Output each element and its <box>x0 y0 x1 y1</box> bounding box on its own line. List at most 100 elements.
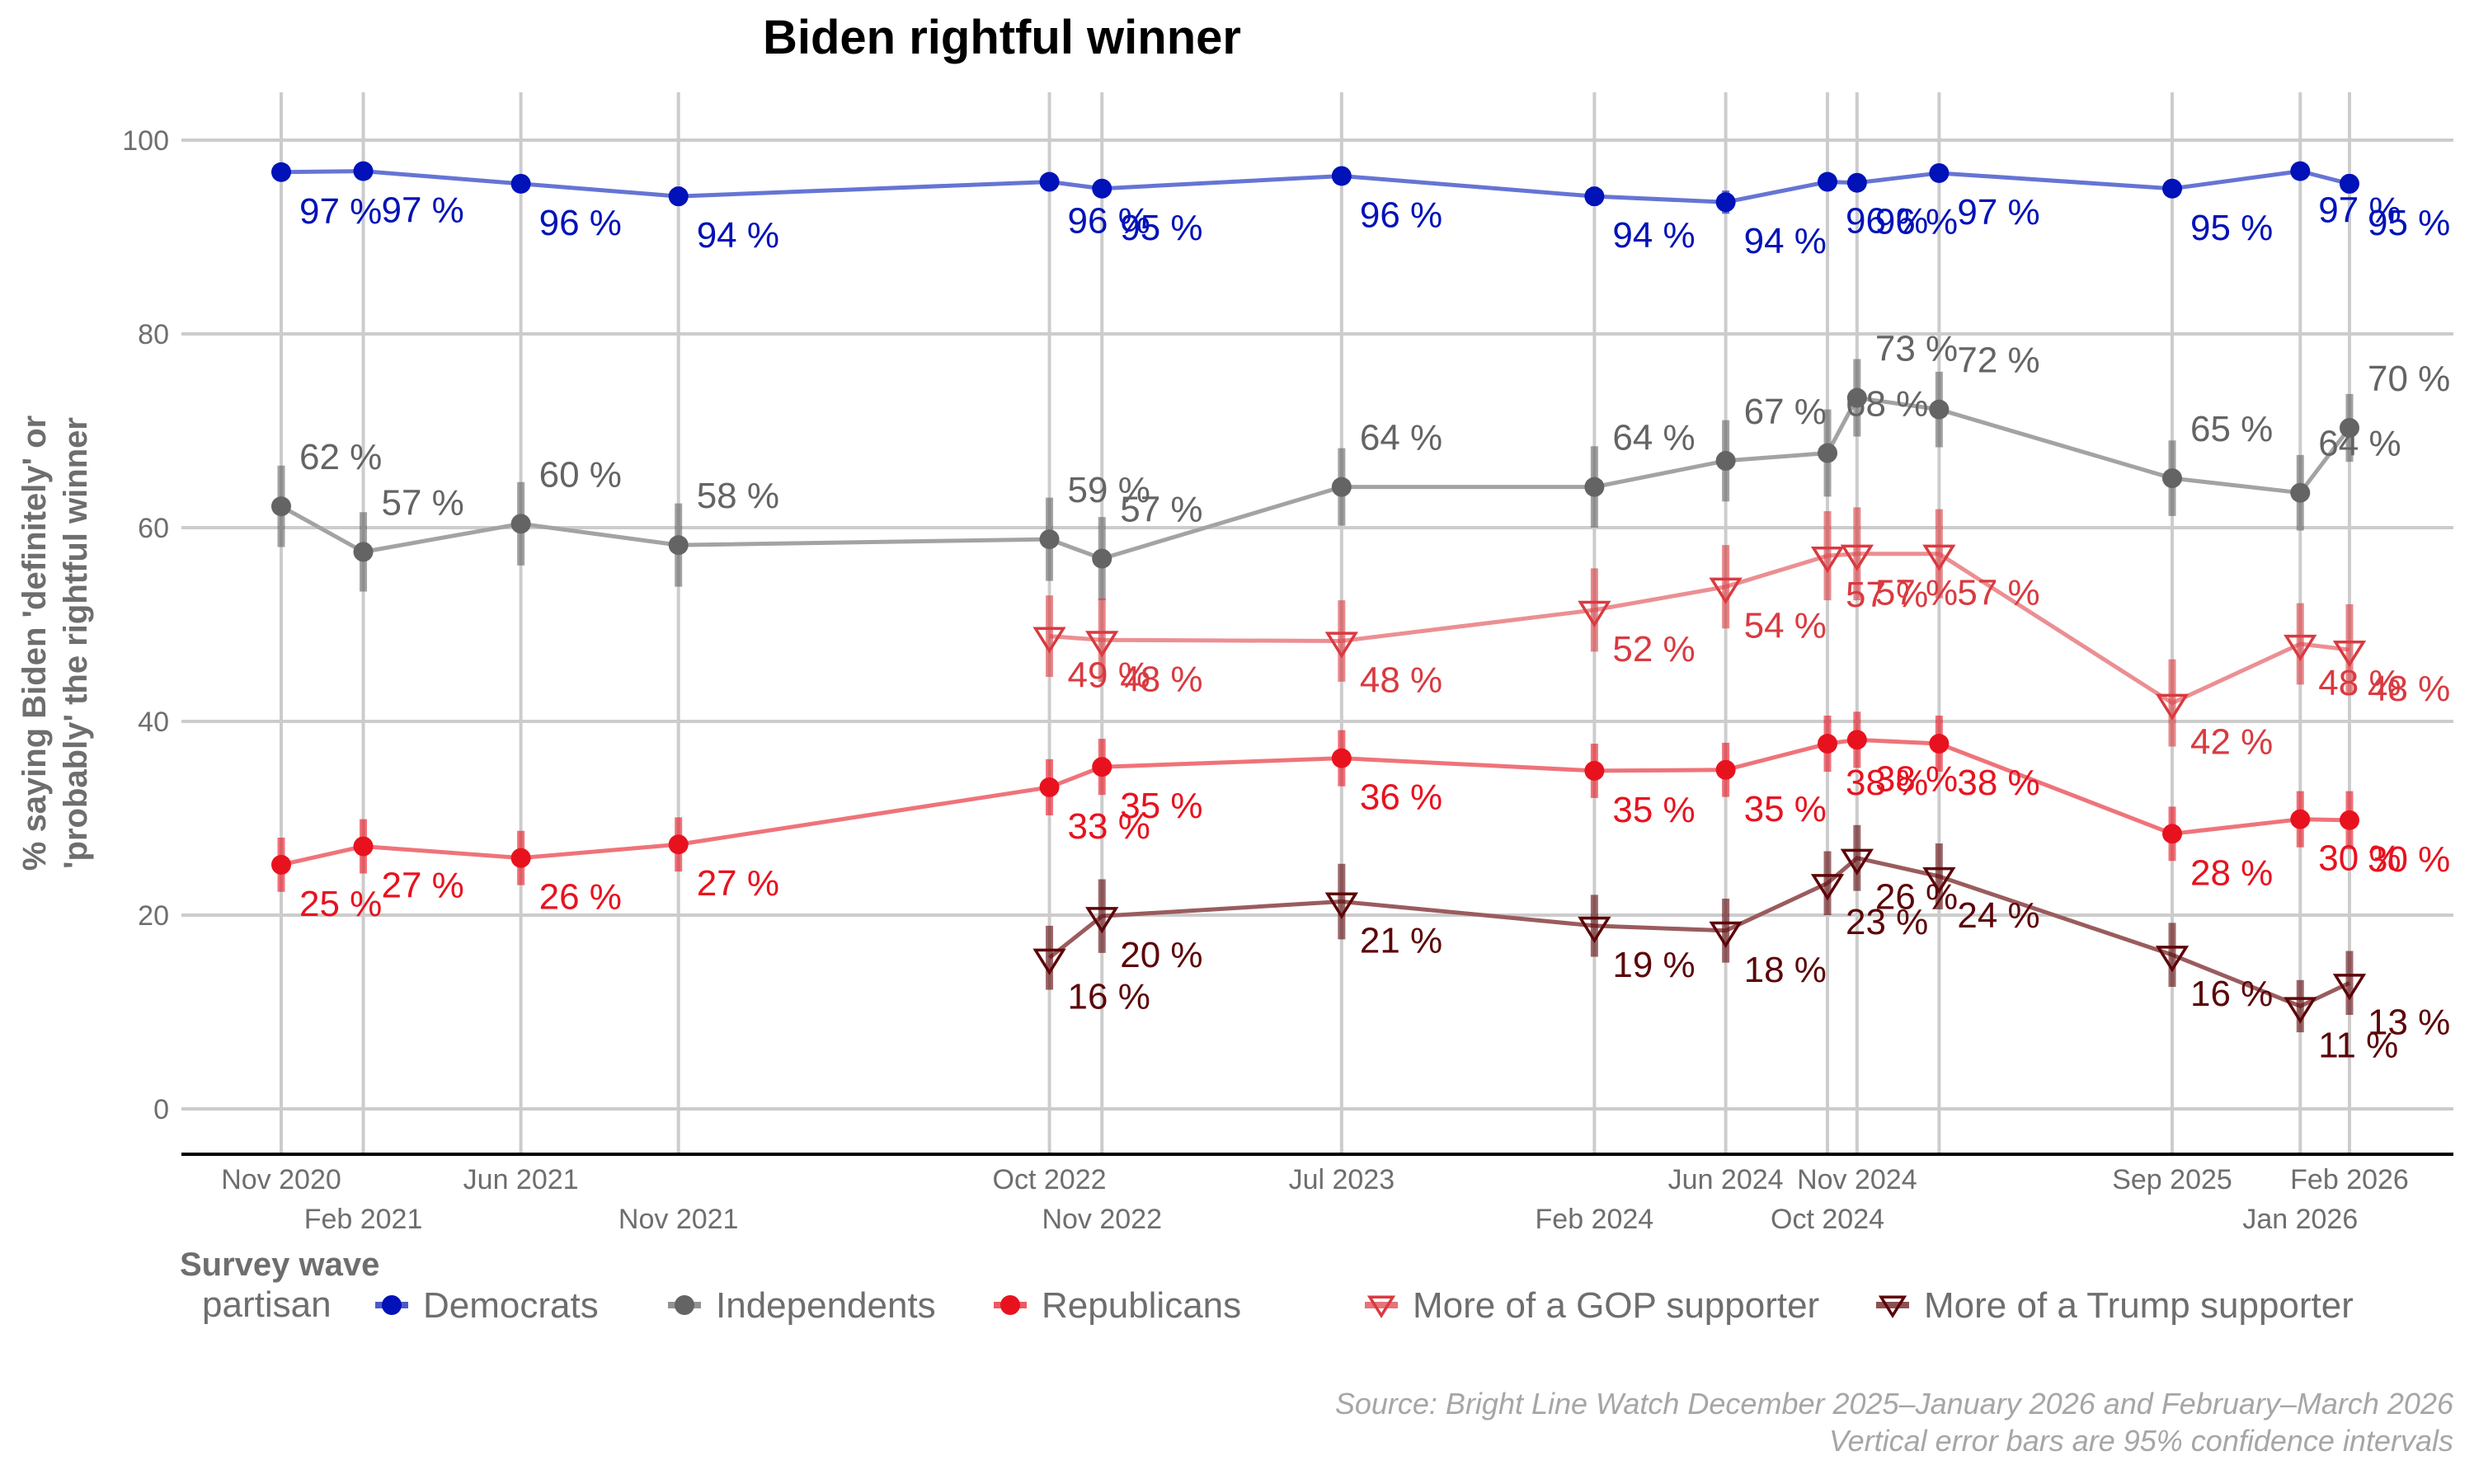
data-label: 30 % <box>2318 838 2401 879</box>
data-label: 49 % <box>1068 655 1150 696</box>
data-label: 13 % <box>2368 1002 2450 1042</box>
data-point <box>2162 468 2183 489</box>
data-point <box>1039 171 1060 192</box>
y-tick-label: 40 <box>138 707 169 738</box>
data-point <box>1085 631 1119 658</box>
data-label: 94 % <box>1612 215 1695 256</box>
x-tick-label: Jun 2021 <box>463 1164 579 1195</box>
data-label: 16 % <box>2190 974 2273 1014</box>
data-point <box>1929 734 1950 754</box>
data-label: 35 % <box>1744 789 1827 829</box>
data-label: 97 % <box>299 191 382 232</box>
data-label: 96 % <box>1846 201 1928 242</box>
data-label: 42 % <box>2190 722 2273 763</box>
data-point <box>2162 824 2183 844</box>
grid <box>181 92 2453 1154</box>
data-point <box>1331 477 1352 497</box>
data-point <box>1709 921 1743 948</box>
data-point <box>1324 632 1359 659</box>
x-tick-label: Jun 2024 <box>1668 1164 1784 1195</box>
x-tick-label: Nov 2022 <box>1042 1204 1162 1235</box>
data-label: 19 % <box>1612 945 1695 985</box>
legend-entry: More of a GOP supporter <box>1365 1285 1819 1326</box>
legend-label: Independents <box>716 1285 936 1326</box>
data-point <box>510 173 531 194</box>
data-label: 48 % <box>1120 659 1202 699</box>
legend-entry: More of a Trump supporter <box>1876 1285 2354 1326</box>
legend-key-marker <box>1366 1295 1396 1319</box>
data-label: 67 % <box>1744 392 1827 432</box>
series-layer <box>271 161 2367 1033</box>
data-label: 57 % <box>382 482 464 523</box>
x-tick-label: Feb 2024 <box>1536 1204 1654 1235</box>
data-label: 96 % <box>1875 202 1958 242</box>
x-tick-label: Sep 2025 <box>2112 1164 2232 1195</box>
data-label: 35 % <box>1612 790 1695 830</box>
legend-label: More of a Trump supporter <box>1924 1285 2354 1326</box>
legend-key-marker <box>1000 1295 1020 1315</box>
x-tick-label: Nov 2020 <box>221 1164 341 1195</box>
data-point <box>1922 866 1956 895</box>
data-label: 65 % <box>2190 409 2273 449</box>
data-label: 16 % <box>1068 977 1150 1017</box>
data-label: 64 % <box>2318 424 2401 464</box>
data-label: 94 % <box>1744 221 1827 261</box>
data-point <box>353 161 374 181</box>
legend: Survey wave partisan Democrats Independen… <box>180 1247 2354 1326</box>
data-label: 27 % <box>697 863 779 904</box>
y-axis-title-line-2: 'probably' the rightful winner <box>58 417 94 869</box>
legend-label: Democrats <box>423 1285 599 1326</box>
data-point <box>1584 186 1605 207</box>
data-point <box>2155 946 2189 973</box>
legend-key-marker <box>382 1295 402 1315</box>
data-point <box>1085 907 1119 934</box>
data-point <box>1840 544 1874 571</box>
data-label: 24 % <box>1957 895 2039 936</box>
data-point <box>2284 997 2317 1024</box>
data-label: 97 % <box>1957 192 2039 232</box>
y-tick-label: 60 <box>138 513 169 544</box>
data-label: 18 % <box>1744 950 1827 990</box>
data-label: 57 % <box>1875 573 1958 613</box>
legend-key-marker <box>1878 1295 1907 1319</box>
data-point <box>1331 748 1352 768</box>
data-label: 97 % <box>382 190 464 231</box>
legend-entry: Democrats <box>375 1285 599 1326</box>
series-more-of-a-gop-supporter <box>1032 507 2367 747</box>
data-point <box>1818 443 1838 463</box>
data-point <box>1324 892 1359 919</box>
data-point <box>1715 450 1736 471</box>
data-label: 73 % <box>1875 329 1958 369</box>
legend-entry: Republicans <box>994 1285 1241 1326</box>
x-tick-label: Feb 2026 <box>2290 1164 2409 1195</box>
data-point <box>1578 916 1611 944</box>
data-point <box>1840 848 1874 876</box>
x-axis-ticks: Nov 2020 Feb 2021 Jun 2021 Nov 2021 Oct 2022… <box>221 1164 2409 1235</box>
data-point <box>353 836 374 857</box>
x-tick-label: Jul 2023 <box>1289 1164 1395 1195</box>
data-label: 54 % <box>1744 606 1827 646</box>
x-tick-label: Jan 2026 <box>2242 1204 2358 1235</box>
caption-note: Vertical error bars are 95% confidence i… <box>1829 1424 2453 1458</box>
x-tick-label: Feb 2021 <box>304 1204 423 1235</box>
series-line <box>1049 552 2350 706</box>
data-label: 57 % <box>1957 573 2039 613</box>
data-label: 72 % <box>1957 340 2039 381</box>
data-label: 95 % <box>2368 203 2450 243</box>
data-label: 25 % <box>299 884 382 924</box>
data-label: 48 % <box>1360 660 1442 700</box>
data-label: 48 % <box>2318 663 2401 703</box>
data-point <box>1039 529 1060 550</box>
data-point <box>1032 627 1066 654</box>
data-point <box>1846 730 1867 750</box>
data-labels: 97 % 97 % 96 % 94 % 96 %95 % 96 %94 % 94 %96 %… <box>299 190 2450 1066</box>
data-label: 96 % <box>1068 201 1150 242</box>
series-more-of-a-trump-supporter <box>1032 824 2367 1033</box>
legend-group-label: partisan <box>202 1284 332 1325</box>
data-label: 57 % <box>1846 575 1928 615</box>
y-axis-ticks: 0 20 40 60 80 100 <box>122 125 169 1125</box>
legend-label: More of a GOP supporter <box>1413 1285 1819 1326</box>
y-tick-label: 20 <box>138 900 169 932</box>
data-label: 20 % <box>1120 935 1202 975</box>
